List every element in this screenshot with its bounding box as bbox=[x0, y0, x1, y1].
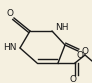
Text: NH: NH bbox=[55, 23, 69, 33]
Text: O: O bbox=[77, 51, 84, 61]
Text: O: O bbox=[7, 9, 14, 19]
Text: O: O bbox=[69, 75, 77, 83]
Text: HN: HN bbox=[3, 43, 17, 53]
Text: O: O bbox=[82, 46, 89, 56]
